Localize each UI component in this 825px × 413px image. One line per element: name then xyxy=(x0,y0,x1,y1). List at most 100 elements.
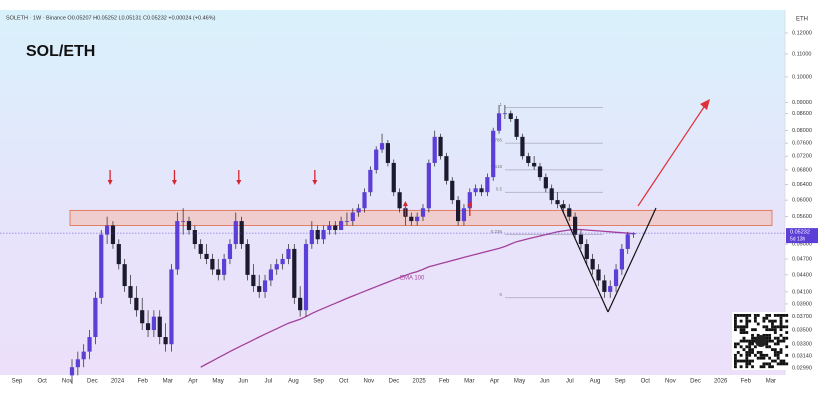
candle-body xyxy=(81,351,86,360)
qr-cell xyxy=(785,345,789,349)
marks: 0.12000 0.11000 0.10000 0.09000 0.08600 0.080… xyxy=(0,30,818,385)
qr-cell xyxy=(742,325,746,329)
qr-cell xyxy=(779,319,783,323)
qr-cell xyxy=(782,362,786,366)
y-tick-label: 0.11000 xyxy=(792,51,811,57)
qr-cell xyxy=(748,351,752,354)
qr-cell xyxy=(734,319,737,323)
qr-cell xyxy=(745,316,749,320)
candle-body xyxy=(344,221,350,222)
qr-cell xyxy=(773,325,777,329)
fib-label: 0.786 xyxy=(491,137,503,142)
qr-cell xyxy=(734,325,737,329)
qr-cell xyxy=(742,331,746,334)
y-tick-label: 0.03140 xyxy=(792,354,812,360)
candle-body xyxy=(105,225,110,235)
qr-cell xyxy=(748,339,752,343)
candle-body xyxy=(122,264,127,287)
candle-body xyxy=(532,162,537,167)
qr-cell xyxy=(739,325,743,329)
qr-cell xyxy=(773,328,777,332)
x-tick-label: Jul xyxy=(264,379,272,385)
y-tick-label: 0.10000 xyxy=(792,74,812,80)
candle-body xyxy=(239,221,244,245)
qr-cell xyxy=(782,339,786,343)
candle-body xyxy=(333,225,338,231)
qr-cell xyxy=(776,353,780,357)
candle-body xyxy=(192,230,197,245)
qr-cell xyxy=(745,353,749,357)
qr-cell xyxy=(736,314,740,317)
qr-cell xyxy=(739,345,743,349)
candle-body xyxy=(526,156,531,163)
y-tick-label: 0.05600 xyxy=(792,214,812,220)
candle-body xyxy=(450,180,455,201)
currency: ETH xyxy=(796,17,808,23)
qr-cell xyxy=(753,345,757,349)
qr-cell xyxy=(756,322,760,326)
y-tick-label: 0.08600 xyxy=(792,111,812,117)
y-tick-label: 0.05000 xyxy=(792,242,812,248)
candle-body xyxy=(573,216,578,235)
qr-logo xyxy=(755,335,767,347)
x-tick-label: Feb xyxy=(741,379,752,385)
candle-body xyxy=(590,258,595,270)
qr-cell xyxy=(762,353,766,357)
candle-body xyxy=(134,297,139,311)
x-tick-label: May xyxy=(514,379,525,385)
candle-body xyxy=(145,323,151,331)
plot-background xyxy=(0,10,785,375)
candle-body xyxy=(350,212,355,222)
candle-body xyxy=(608,286,613,292)
qr-cell xyxy=(765,325,769,329)
qr-cell xyxy=(765,316,769,320)
qr-cell xyxy=(748,345,752,349)
qr-cell xyxy=(771,339,774,343)
candle-body xyxy=(140,310,145,324)
qr-cell xyxy=(748,362,752,366)
v-pattern-right xyxy=(607,207,657,313)
qr-cell xyxy=(753,314,757,317)
qr-cell xyxy=(753,319,757,323)
qr-cell xyxy=(779,351,783,354)
qr-cell xyxy=(768,356,772,360)
qr-cell xyxy=(765,333,769,337)
candle-body xyxy=(467,192,472,209)
qr-cell xyxy=(745,339,749,343)
candle-body xyxy=(491,130,496,178)
qr-cell xyxy=(745,365,749,369)
candle-body xyxy=(110,225,116,245)
candle-body xyxy=(578,234,584,245)
qr-cell xyxy=(779,333,783,337)
candle-body xyxy=(549,188,554,201)
candle-body xyxy=(426,162,431,209)
qr-cell xyxy=(776,362,780,366)
candle-body xyxy=(262,280,268,292)
x-tick-label: Mar xyxy=(163,379,173,385)
qr-cell xyxy=(779,328,783,332)
qr-cell xyxy=(745,319,749,323)
qr-cell xyxy=(771,322,774,326)
candle-body xyxy=(543,177,548,189)
qr-cell xyxy=(779,362,783,366)
candle-body xyxy=(181,221,186,222)
qr-cell xyxy=(739,365,743,369)
qr-cell xyxy=(779,314,783,317)
y-tick-label: 0.07600 xyxy=(792,141,812,147)
arrow-head xyxy=(107,180,113,185)
x-tick-label: Oct xyxy=(37,379,47,385)
y-tick-label: 0.12000 xyxy=(792,30,812,36)
x-tick-label: Apr xyxy=(490,379,499,385)
qr-cell xyxy=(768,345,772,349)
qr-cell xyxy=(751,359,754,363)
qr-cell xyxy=(745,351,749,354)
qr-cell xyxy=(734,342,737,346)
qr-cell xyxy=(773,331,777,334)
qr-cell xyxy=(773,348,777,352)
qr-cell xyxy=(739,353,743,357)
qr-cell xyxy=(771,359,774,363)
candle-body xyxy=(175,221,180,270)
ema-line xyxy=(200,228,634,368)
qr-cell xyxy=(776,351,780,354)
